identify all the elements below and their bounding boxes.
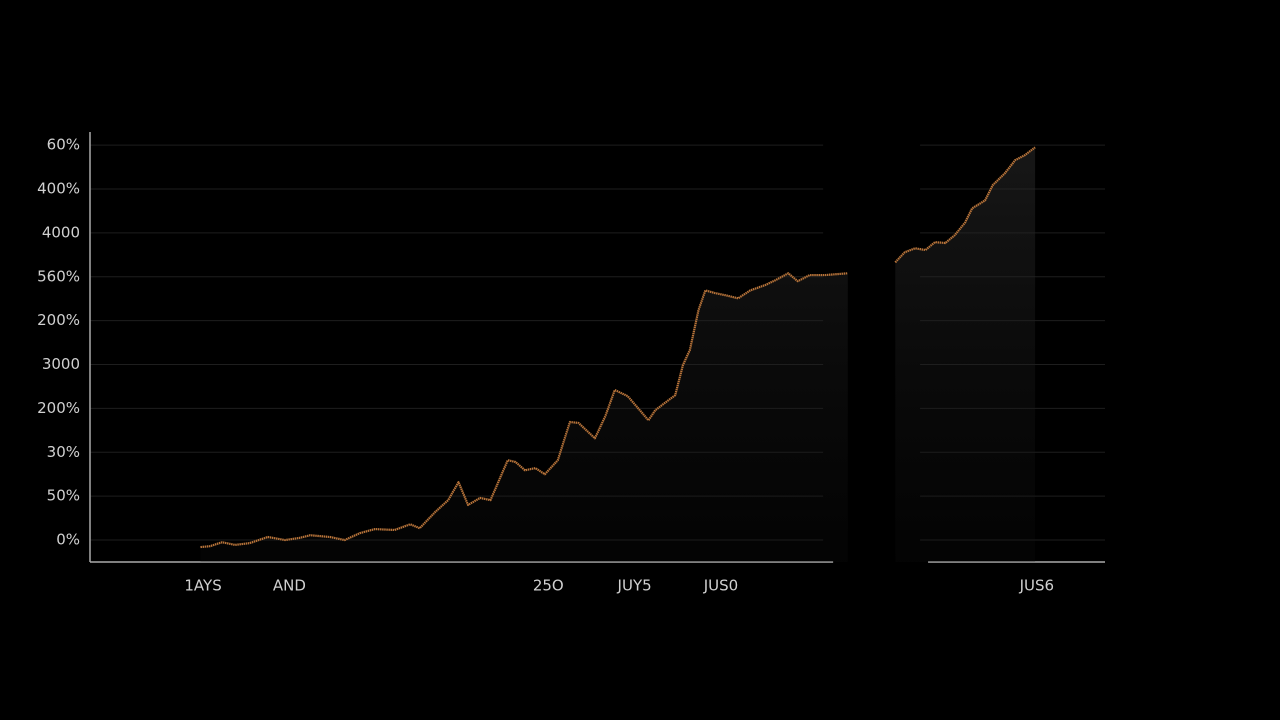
y-tick-label: 0% [56,531,80,549]
x-tick-label: 25O [533,577,564,595]
area [200,147,1036,562]
x-tick-label: AND [273,577,306,595]
y-tick-label: 200% [37,311,80,329]
x-tick-label: 1AYS [184,577,221,595]
y-tick-label: 560% [37,267,80,285]
y-tick-label: 60% [47,136,80,154]
line [200,146,1036,549]
y-tick-label: 3000 [42,355,80,373]
y-tick-label: 50% [47,487,80,505]
y-tick-label: 30% [47,443,80,461]
x-tick-label: JUS0 [703,577,738,595]
y-tick-label: 4000 [42,223,80,241]
y-tick-label: 400% [37,180,80,198]
x-tick-label: JUY5 [617,577,652,595]
x-tick-label: JUS6 [1019,577,1054,595]
y-tick-label: 200% [37,399,80,417]
